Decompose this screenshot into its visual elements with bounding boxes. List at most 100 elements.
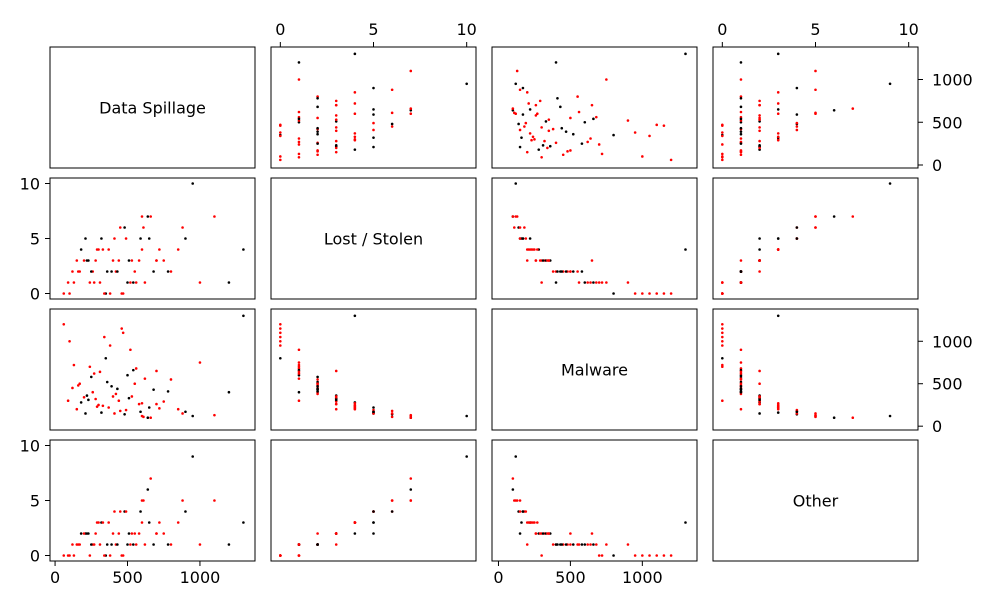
scatter-point	[111, 259, 115, 262]
panel-frame	[712, 439, 919, 562]
scatter-point	[279, 356, 282, 360]
scatter-point	[124, 510, 128, 513]
scatter-point	[776, 112, 780, 115]
scatter-point	[541, 259, 545, 262]
scatter-point	[409, 416, 413, 419]
scatter-point	[184, 510, 187, 513]
scatter-point	[409, 107, 413, 110]
y-tick-label: 1000	[932, 70, 973, 89]
scatter-point	[176, 407, 180, 411]
scatter-point	[121, 292, 125, 295]
scatter-point	[525, 150, 529, 154]
scatter-point	[721, 281, 724, 284]
scatter-point	[641, 292, 644, 295]
scatter-point	[140, 401, 144, 405]
scatter-point	[739, 149, 743, 152]
scatter-point	[576, 95, 579, 98]
scatter-point	[121, 331, 125, 335]
scatter-point	[158, 407, 161, 410]
scatter-point	[592, 281, 595, 284]
scatter-point	[213, 215, 216, 218]
scatter-point	[152, 388, 155, 391]
scatter-point	[184, 410, 187, 414]
scatter-point	[372, 86, 375, 90]
scatter-point	[279, 335, 282, 339]
scatter-point	[87, 532, 90, 535]
scatter-point	[120, 327, 124, 330]
scatter-point	[162, 259, 166, 262]
scatter-point	[279, 158, 282, 162]
scatter-point	[648, 134, 651, 138]
scatter-point	[721, 152, 724, 156]
scatter-point	[126, 281, 129, 284]
scatter-point	[147, 521, 151, 524]
x-tick-label: 0	[50, 568, 60, 587]
scatter-point	[149, 215, 152, 218]
scatter-point	[152, 270, 155, 273]
scatter-point	[511, 488, 515, 491]
scatter-point	[390, 510, 394, 513]
scatter-point	[279, 131, 282, 134]
scatter-point	[79, 532, 83, 535]
scatter-point	[739, 377, 743, 380]
scatter-point	[739, 97, 743, 100]
scatter-point	[87, 259, 90, 262]
scatter-point	[776, 411, 780, 414]
scatter-point	[612, 554, 615, 557]
scatter-point	[242, 248, 245, 251]
scatter-point	[518, 128, 522, 132]
scatter-point	[134, 543, 138, 546]
scatter-point	[297, 370, 301, 374]
scatter-point	[95, 405, 99, 408]
scatter-point	[316, 390, 319, 393]
scatter-point	[133, 382, 137, 386]
scatter-point	[739, 382, 743, 386]
scatter-point	[143, 377, 147, 380]
scatter-point	[89, 543, 93, 546]
scatter-point	[108, 344, 112, 347]
scatter-point	[633, 554, 637, 557]
scatter-point	[132, 281, 135, 284]
scatter-point	[518, 88, 522, 92]
scatter-point	[316, 387, 319, 391]
scatter-point	[534, 259, 538, 262]
scatter-point	[721, 327, 724, 330]
x-tick-label: 1000	[180, 568, 221, 587]
scatter-point	[795, 128, 799, 132]
scatter-point	[528, 132, 532, 135]
x-tick-label: 10	[899, 20, 919, 39]
scatter-point	[465, 455, 468, 458]
scatter-point	[132, 543, 135, 546]
scatter-point	[515, 215, 519, 218]
scatter-point	[108, 292, 112, 295]
scatter-point	[547, 259, 551, 262]
scatter-point	[721, 399, 724, 403]
scatter-point	[143, 281, 147, 284]
scatter-point	[110, 384, 113, 388]
scatter-point	[525, 521, 529, 524]
scatter-point	[888, 82, 892, 86]
scatter-point	[594, 543, 598, 546]
scatter-point	[541, 144, 545, 147]
scatter-point	[140, 521, 144, 524]
scatter-point	[548, 144, 552, 148]
scatter-point	[149, 416, 152, 419]
scatter-point	[142, 499, 145, 502]
scatter-point	[372, 521, 375, 524]
scatter-point	[142, 415, 145, 419]
scatter-point	[129, 281, 132, 284]
scatter-point	[409, 488, 413, 491]
scatter-point	[758, 103, 761, 107]
scatter-point	[758, 398, 761, 402]
scatter-point	[594, 281, 598, 284]
scatter-point	[372, 113, 375, 116]
scatter-point	[334, 532, 338, 535]
scatter-point	[139, 510, 142, 513]
scatter-point	[721, 331, 724, 335]
scatter-point	[75, 407, 79, 411]
scatter-point	[297, 361, 301, 364]
scatter-point	[524, 510, 528, 513]
scatter-point	[514, 182, 518, 185]
scatter-point	[137, 259, 141, 262]
scatter-point	[372, 410, 375, 414]
